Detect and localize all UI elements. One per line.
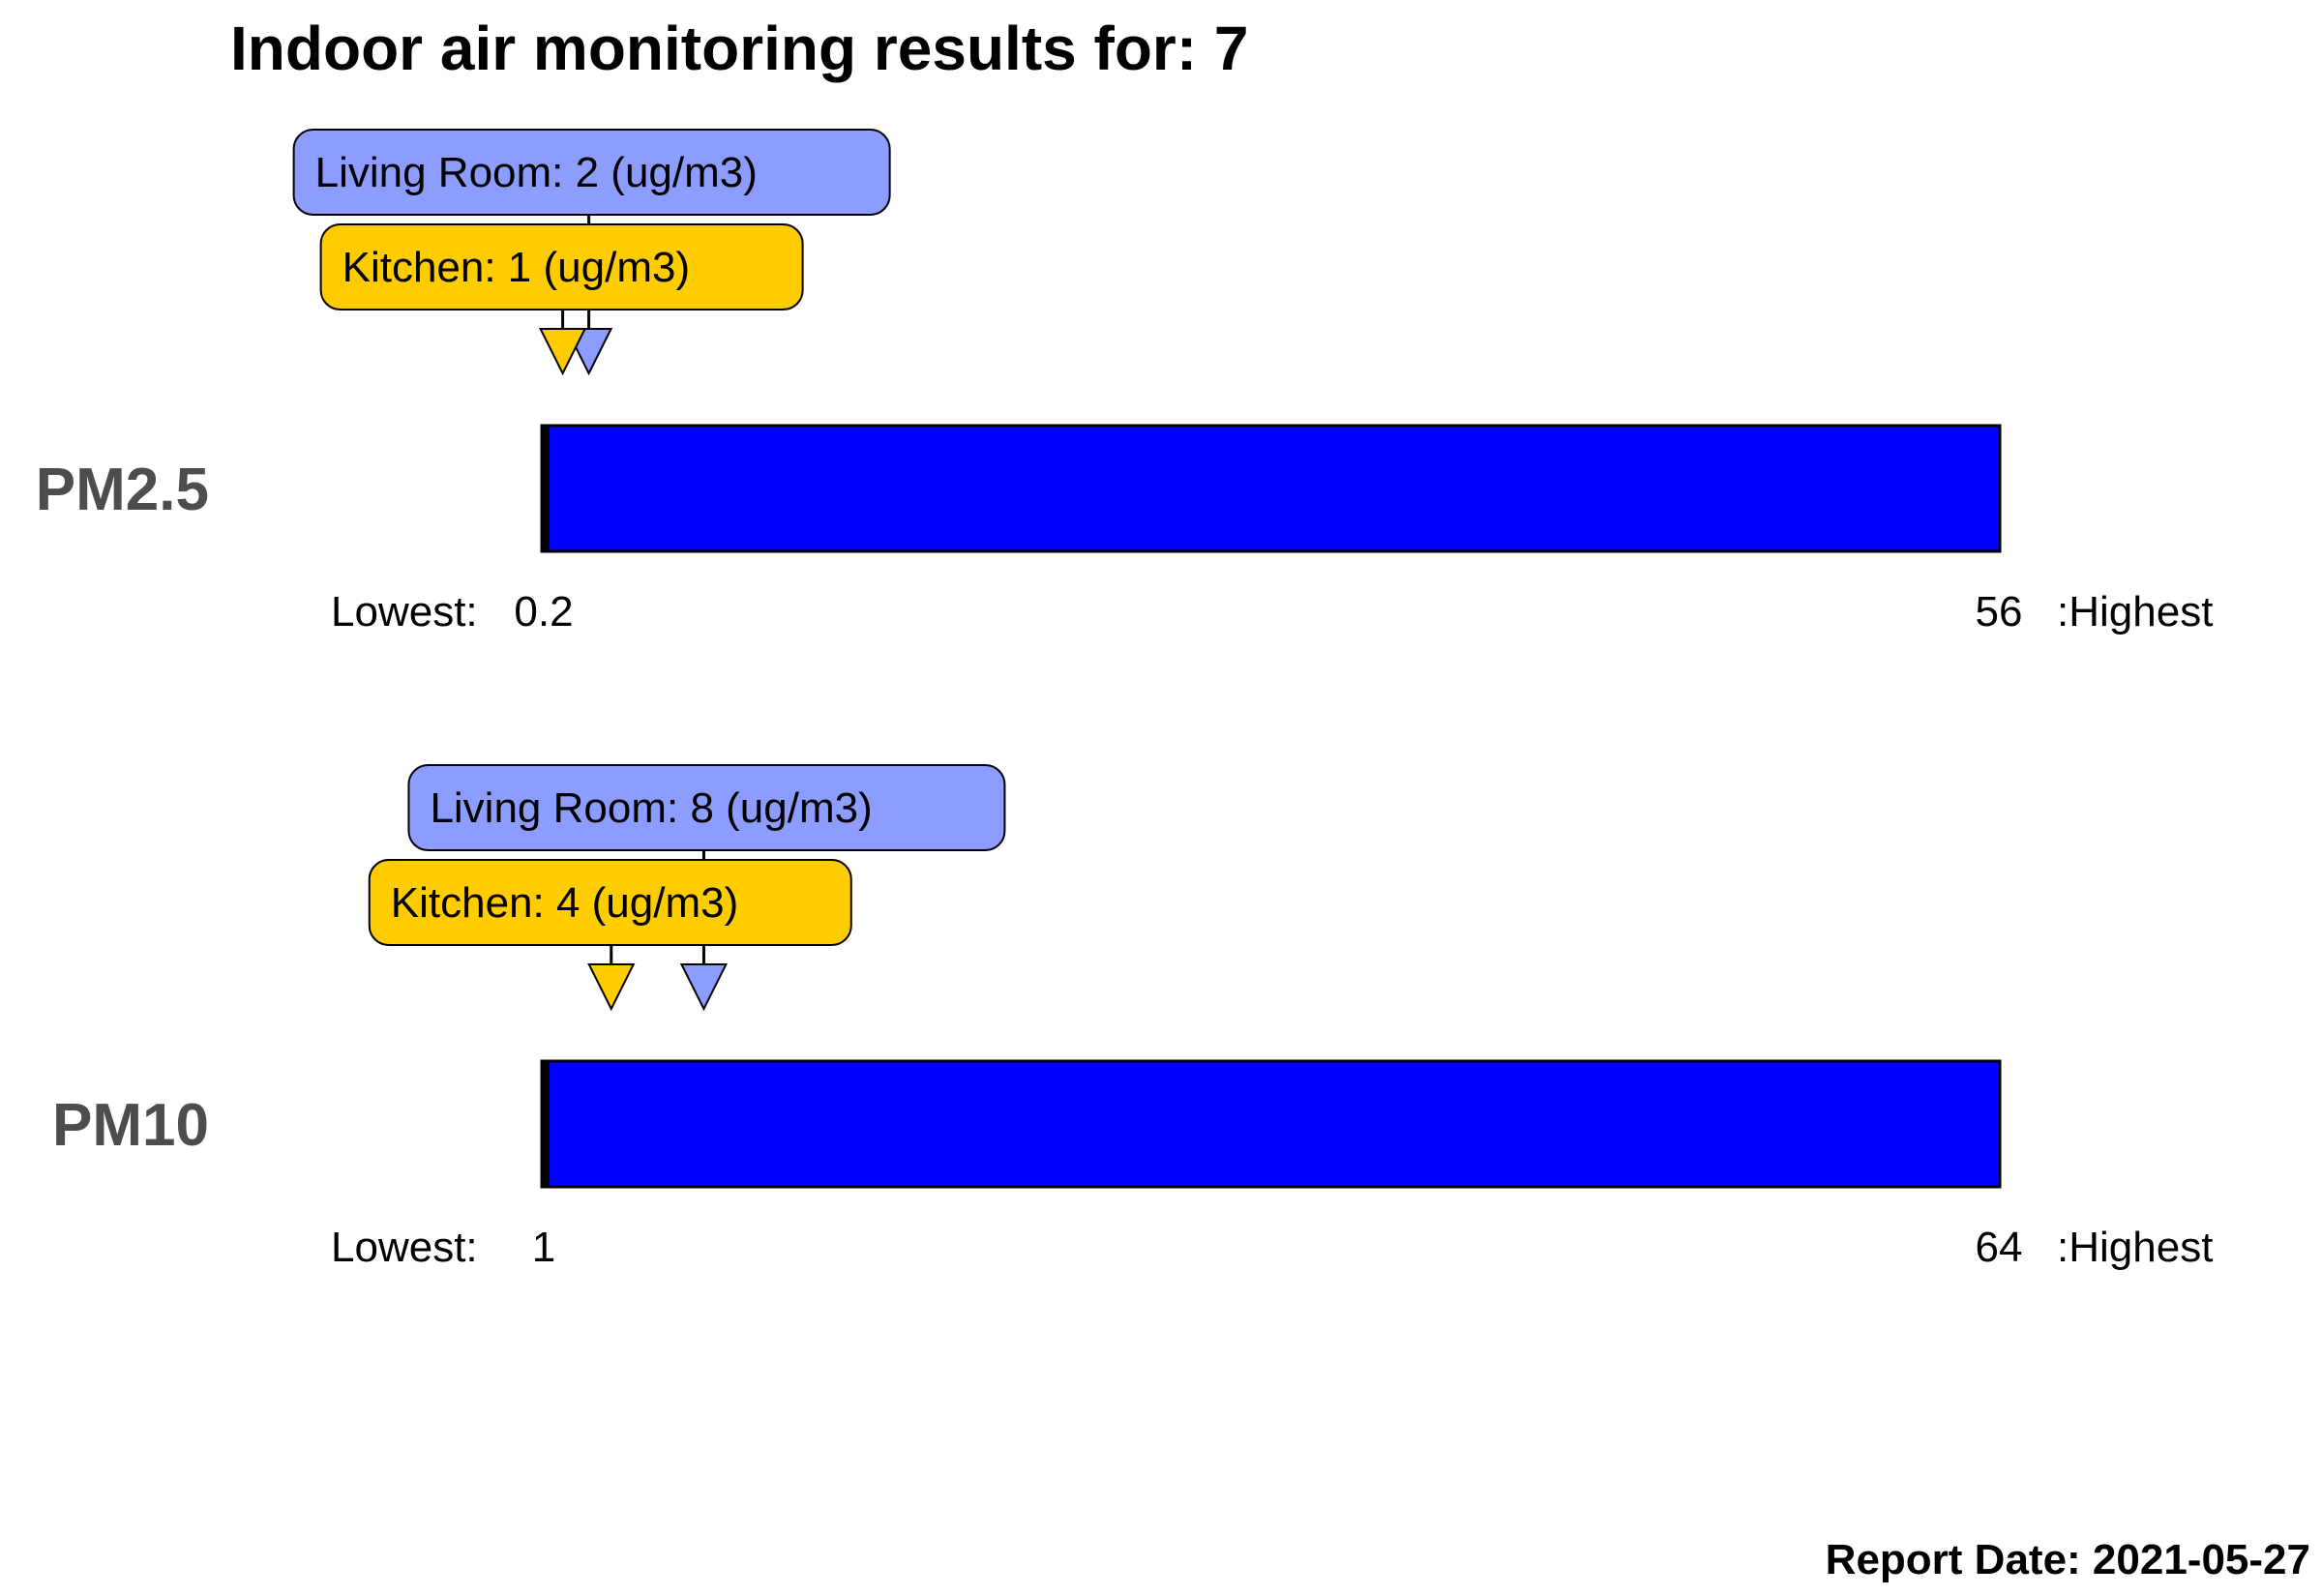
range-bar-start-edge: [542, 426, 550, 551]
lowest-value: 0.2: [514, 588, 573, 635]
pollutant-panels: PM2.5 Lowest: 0.2 56 :Highest Living Room: 2 …: [36, 129, 2213, 1271]
highest-label: :Highest: [2057, 1224, 2213, 1271]
marker-triangle: [538, 328, 587, 376]
report-date: Report Date: 2021-05-27: [1826, 1536, 2310, 1583]
pollutant-label: PM10: [52, 1092, 209, 1159]
report-title: Indoor air monitoring results for: 7: [230, 14, 1249, 83]
callout-box: [407, 764, 1006, 851]
callout-text: Living Room: 2 (ug/m3): [315, 149, 758, 196]
callout-box: [319, 223, 804, 310]
callout-box: [292, 129, 891, 216]
highest-label: :Highest: [2057, 588, 2213, 635]
callout-box: [368, 859, 852, 946]
lowest-label: Lowest:: [331, 588, 478, 635]
callout-text: Living Room: 8 (ug/m3): [430, 784, 872, 832]
lowest-value: 1: [532, 1224, 555, 1271]
highest-value: 56: [1976, 588, 2023, 635]
pollutant-panel-pm25: PM2.5 Lowest: 0.2 56 :Highest Living Room: 2 …: [36, 129, 2213, 635]
highest-value: 64: [1976, 1224, 2023, 1271]
lowest-label: Lowest:: [331, 1224, 478, 1271]
range-bar-start-edge: [542, 1061, 550, 1187]
marker-triangle: [679, 963, 729, 1012]
callout-text: Kitchen: 1 (ug/m3): [342, 244, 690, 291]
callout-text: Kitchen: 4 (ug/m3): [391, 879, 739, 927]
range-bar: [540, 424, 2002, 553]
pollutant-label: PM2.5: [36, 457, 209, 523]
marker-triangle: [587, 963, 636, 1012]
pollutant-panel-pm10: PM10 Lowest: 1 64 :Highest Living Room: 8 (ug…: [52, 764, 2213, 1271]
range-bar: [540, 1059, 2002, 1189]
